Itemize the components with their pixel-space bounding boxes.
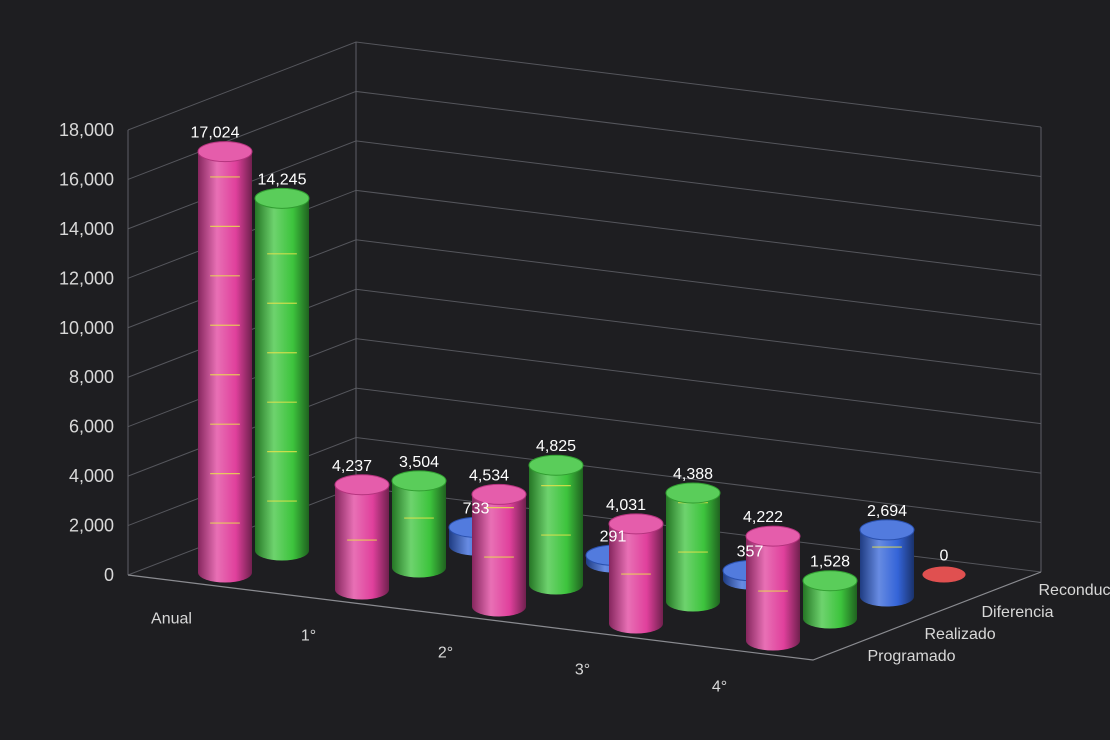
data-label: 4,388 xyxy=(673,466,713,483)
cylinder-bar xyxy=(391,470,447,578)
gridline xyxy=(127,41,1042,131)
series-label: Programado xyxy=(868,648,956,665)
category-label: 1° xyxy=(301,628,316,645)
series-label: Realizado xyxy=(925,626,996,643)
data-label: 4,237 xyxy=(332,458,372,475)
cylinder-bar xyxy=(197,141,253,583)
y-tick-label: 6,000 xyxy=(69,417,114,437)
series-label: Reconduccion xyxy=(1039,582,1110,599)
y-tick-label: 2,000 xyxy=(69,516,114,536)
cylinder-bar xyxy=(665,482,721,612)
data-label: 4,825 xyxy=(536,438,576,455)
y-tick-label: 14,000 xyxy=(59,219,114,239)
cylinder-bar xyxy=(922,566,966,583)
data-label: 3,504 xyxy=(399,454,439,471)
cylinder-bar xyxy=(802,570,858,629)
category-label: 4° xyxy=(712,679,727,696)
y-tick-label: 8,000 xyxy=(69,367,114,387)
series-label: Diferencia xyxy=(982,604,1054,621)
category-label: 2° xyxy=(438,645,453,662)
data-label: 4,534 xyxy=(469,467,509,484)
y-tick-label: 16,000 xyxy=(59,169,114,189)
data-label: 4,222 xyxy=(743,509,783,526)
data-label: 2,694 xyxy=(867,503,907,520)
cylinder-bar xyxy=(254,187,310,561)
data-label: 357 xyxy=(737,544,764,561)
y-tick-label: 4,000 xyxy=(69,466,114,486)
cylinder-bar xyxy=(334,474,390,600)
y-tick-label: 18,000 xyxy=(59,120,114,140)
bars-layer xyxy=(197,141,966,651)
gridline xyxy=(127,90,1042,180)
data-label: 291 xyxy=(600,528,627,545)
x-axis: Anual 1° 2° 3° 4° xyxy=(151,611,727,696)
cylinder-bar xyxy=(745,525,801,651)
data-label: 733 xyxy=(463,500,490,517)
data-label: 1,528 xyxy=(810,554,850,571)
data-label: 4,031 xyxy=(606,497,646,514)
cylinder-bar xyxy=(859,519,915,607)
data-label: 0 xyxy=(940,548,949,565)
cylinder-bar xyxy=(471,483,527,617)
data-label: 14,245 xyxy=(258,171,307,188)
y-axis: 0 2,000 4,000 6,000 8,000 10,000 12,000 14,000 1… xyxy=(59,120,114,585)
category-label: Anual xyxy=(151,611,192,628)
data-labels-layer: 0 733 291 357 2,694 14,245 3,504 4,825 4,388 1,52… xyxy=(191,125,949,571)
cylinder-bar xyxy=(608,513,664,634)
y-tick-label: 10,000 xyxy=(59,318,114,338)
floor-edge xyxy=(127,571,1042,661)
data-label: 17,024 xyxy=(191,125,240,142)
y-tick-label: 12,000 xyxy=(59,268,114,288)
y-tick-label: 0 xyxy=(104,565,114,585)
depth-axis: Programado Realizado Diferencia Reconduccio… xyxy=(868,582,1110,665)
category-label: 3° xyxy=(575,662,590,679)
cylinder-bar xyxy=(528,454,584,595)
